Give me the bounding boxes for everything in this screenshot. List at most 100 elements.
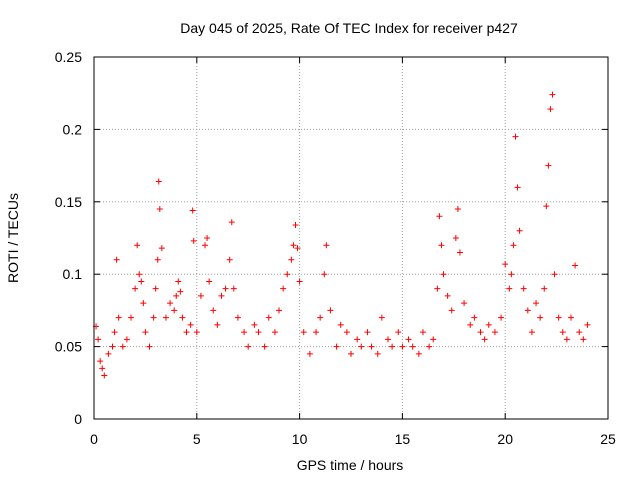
data-point (454, 206, 461, 213)
data-point (294, 245, 301, 252)
data-point (364, 329, 371, 336)
data-point (545, 162, 552, 169)
data-point (152, 285, 159, 292)
data-point (177, 288, 184, 295)
data-point (197, 292, 204, 299)
data-point (547, 106, 554, 113)
data-point (290, 242, 297, 249)
data-point (520, 285, 527, 292)
data-point (485, 321, 492, 328)
data-point (115, 314, 122, 321)
data-point (175, 278, 182, 285)
data-point (430, 336, 437, 343)
data-point (140, 300, 147, 307)
data-point (563, 336, 570, 343)
data-point (138, 278, 145, 285)
data-point (327, 307, 334, 314)
data-point (399, 343, 406, 350)
data-point (187, 321, 194, 328)
data-point (202, 242, 209, 249)
data-point (171, 307, 178, 314)
data-point (510, 242, 517, 249)
data-point (321, 271, 328, 278)
data-point (567, 314, 574, 321)
data-point (167, 300, 174, 307)
data-point (128, 314, 135, 321)
data-point (524, 307, 531, 314)
data-point (374, 350, 381, 357)
y-tick-label: 0.2 (63, 121, 83, 137)
data-point (210, 307, 217, 314)
data-point (512, 133, 519, 140)
data-point (111, 329, 118, 336)
y-tick-label: 0 (74, 411, 82, 427)
data-point (132, 285, 139, 292)
data-point (491, 329, 498, 336)
data-point (385, 336, 392, 343)
data-point (136, 271, 143, 278)
data-point (284, 271, 291, 278)
axis-ticks (93, 56, 609, 420)
x-tick-label: 5 (193, 431, 201, 447)
data-point (95, 336, 102, 343)
data-point (452, 235, 459, 241)
data-point (206, 278, 213, 285)
data-point (405, 336, 412, 343)
data-point (280, 285, 287, 292)
x-tick-label: 20 (497, 431, 513, 447)
data-point (119, 343, 126, 350)
data-point (158, 245, 165, 252)
data-point (113, 256, 120, 263)
data-point (368, 343, 375, 350)
data-point (498, 314, 505, 321)
data-point (245, 343, 252, 350)
data-point (288, 256, 295, 263)
data-point (99, 365, 106, 372)
data-point (179, 314, 186, 321)
data-point (426, 343, 433, 350)
y-tick-label: 0.25 (55, 49, 82, 65)
data-point (230, 285, 237, 292)
data-point (134, 242, 141, 249)
data-point (156, 206, 163, 213)
y-tick-label: 0.15 (55, 194, 82, 210)
data-point (173, 292, 180, 299)
data-point (323, 242, 330, 249)
data-point (228, 219, 235, 226)
data-point (444, 292, 451, 299)
data-point (461, 300, 468, 307)
data-point (533, 300, 540, 307)
data-point (537, 314, 544, 321)
x-axis-label: GPS time / hours (297, 457, 404, 473)
y-axis-label: ROTI / TECUs (5, 193, 21, 283)
data-point (296, 278, 303, 285)
data-point (146, 343, 153, 350)
data-point (337, 321, 344, 328)
y-tick-label: 0.05 (55, 339, 82, 355)
chart-title: Day 045 of 2025, Rate Of TEC Index for r… (180, 20, 518, 36)
data-point (514, 184, 521, 191)
plot-frame (93, 56, 609, 420)
data-point (317, 314, 324, 321)
data-point (261, 343, 268, 350)
data-point (508, 271, 515, 278)
data-point (154, 256, 161, 263)
data-point (343, 329, 350, 336)
data-point (481, 336, 488, 343)
data-point (471, 314, 478, 321)
data-point (193, 329, 200, 336)
data-point (572, 262, 579, 269)
data-point (555, 314, 562, 321)
data-point (543, 203, 550, 210)
data-point (395, 329, 402, 336)
data-point (440, 271, 447, 278)
data-point (434, 285, 441, 292)
data-point (105, 350, 112, 357)
data-point (300, 329, 307, 336)
x-tick-label: 25 (600, 431, 616, 447)
data-point (222, 285, 229, 292)
data-point (150, 314, 157, 321)
grid-lines (94, 57, 608, 419)
data-point (190, 237, 197, 244)
